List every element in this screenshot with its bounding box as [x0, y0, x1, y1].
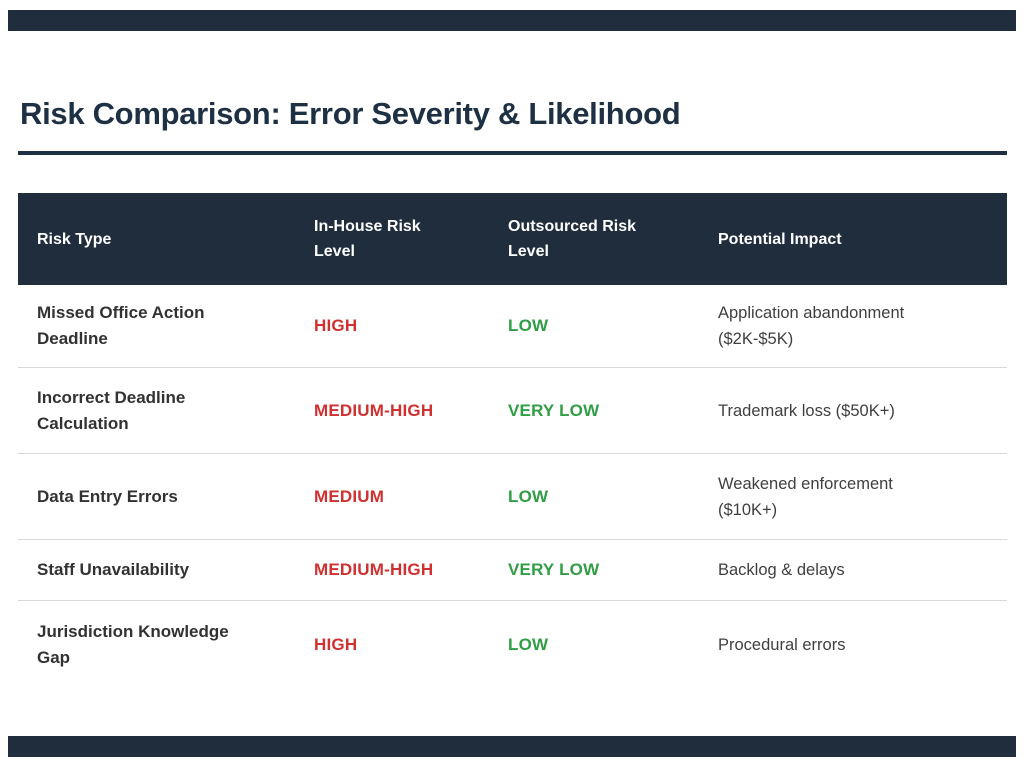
in-house-level-cell: MEDIUM [314, 486, 385, 506]
table-row: Data Entry Errors MEDIUM LOW Weakened en… [18, 453, 1007, 539]
risk-type-cell: Incorrect Deadline Calculation [37, 387, 186, 433]
outsourced-level-cell: VERY LOW [508, 560, 600, 579]
column-header-potential-impact: Potential Impact [718, 230, 842, 248]
outsourced-level-cell: LOW [508, 486, 549, 506]
page-title: Risk Comparison: Error Severity & Likeli… [20, 96, 681, 131]
table-row: Missed Office Action Deadline HIGH LOW A… [18, 285, 1007, 367]
column-header-in-house-risk-level: In-House Risk Level [314, 218, 421, 260]
impact-cell: Application abandonment ($2K-$5K) [718, 304, 905, 348]
in-house-level-cell: HIGH [314, 635, 358, 654]
table-row: Incorrect Deadline Calculation MEDIUM-HI… [18, 367, 1007, 453]
bottom-accent-bar [8, 736, 1016, 757]
outsourced-level-cell: LOW [508, 316, 549, 335]
top-accent-bar [8, 10, 1016, 31]
impact-cell: Backlog & delays [718, 561, 845, 579]
title-underline [18, 151, 1007, 155]
column-header-risk-type: Risk Type [37, 230, 112, 248]
outsourced-level-cell: VERY LOW [508, 400, 600, 420]
risk-type-cell: Missed Office Action Deadline [37, 303, 205, 348]
in-house-level-cell: MEDIUM-HIGH [314, 560, 434, 579]
table-row: Jurisdiction Knowledge Gap HIGH LOW Proc… [18, 600, 1007, 689]
table-row: Staff Unavailability MEDIUM-HIGH VERY LO… [18, 539, 1007, 600]
column-header-outsourced-risk-level: Outsourced Risk Level [508, 218, 637, 260]
risk-type-cell: Data Entry Errors [37, 486, 178, 506]
risk-table: Risk Type In-House Risk Level Outsourced… [18, 193, 1007, 689]
table-header-row: Risk Type In-House Risk Level Outsourced… [18, 193, 1007, 285]
risk-type-cell: Staff Unavailability [37, 560, 190, 579]
in-house-level-cell: HIGH [314, 316, 358, 335]
impact-cell: Procedural errors [718, 636, 846, 654]
risk-type-cell: Jurisdiction Knowledge Gap [37, 622, 229, 667]
outsourced-level-cell: LOW [508, 635, 549, 654]
impact-cell: Weakened enforcement ($10K+) [718, 474, 893, 519]
impact-cell: Trademark loss ($50K+) [718, 401, 895, 420]
in-house-level-cell: MEDIUM-HIGH [314, 400, 434, 420]
